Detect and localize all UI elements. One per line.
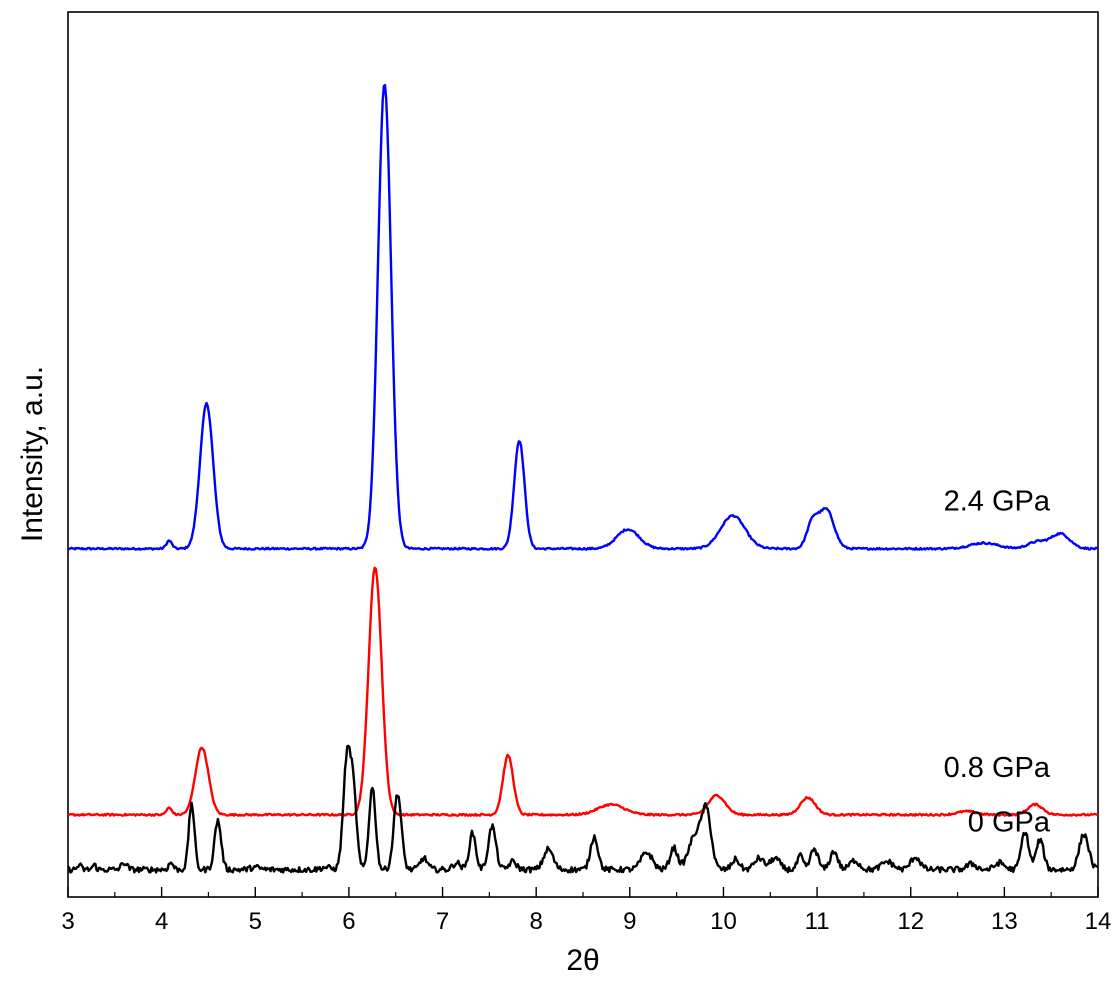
- series-labels: 2.4 GPa 0.8 GPa 0 GPa: [944, 486, 1051, 839]
- x-tick-label: 3: [61, 908, 74, 935]
- x-tick-label: 5: [249, 908, 262, 935]
- x-tick-label: 14: [1085, 908, 1112, 935]
- x-tick-label: 9: [623, 908, 636, 935]
- series-label: 0.8 GPa: [944, 752, 1051, 784]
- x-tick-label: 4: [155, 908, 168, 935]
- series-label: 0 GPa: [968, 807, 1051, 839]
- x-tick-labels: 3 4 5 6 7 8 9 10 11 12 13 14: [61, 908, 1111, 935]
- y-axis-title: Intensity, a.u.: [16, 366, 49, 542]
- x-tick-label: 13: [991, 908, 1018, 935]
- x-tick-label: 10: [710, 908, 737, 935]
- series-line: [67, 744, 1099, 874]
- x-tick-label: 8: [530, 908, 543, 935]
- x-tick-label: 6: [342, 908, 355, 935]
- x-axis-title: 2θ: [566, 944, 599, 977]
- x-ticks: [67, 887, 1099, 897]
- series-label: 2.4 GPa: [944, 486, 1051, 518]
- series-group: [67, 83, 1099, 874]
- series-line: [67, 83, 1099, 551]
- x-tick-label: 11: [805, 908, 830, 935]
- series-line: [67, 566, 1099, 817]
- x-tick-label: 12: [897, 908, 924, 935]
- x-tick-label: 7: [436, 908, 449, 935]
